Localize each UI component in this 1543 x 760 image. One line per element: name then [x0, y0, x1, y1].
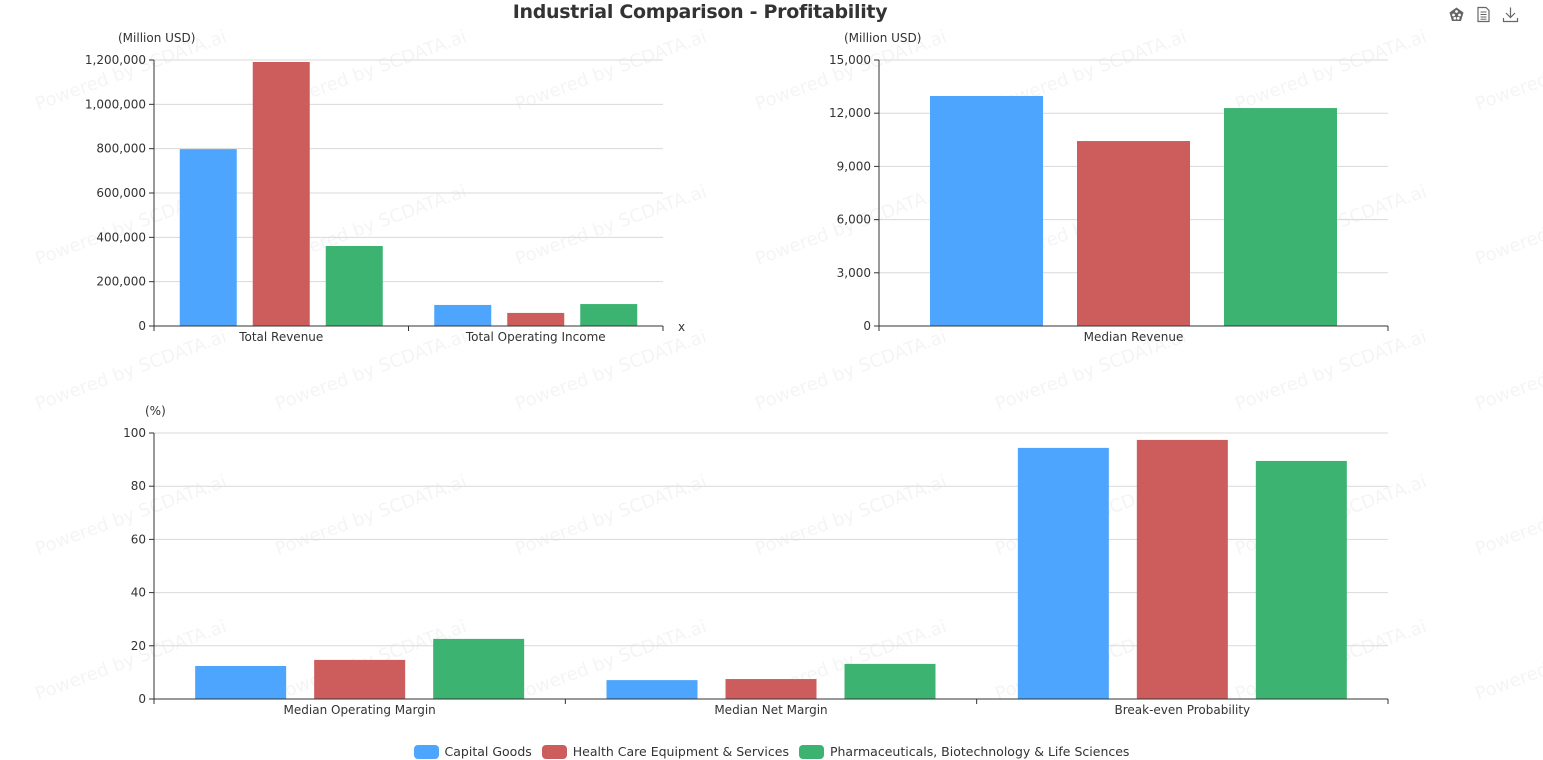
chart-3: 0 20 40 60 80 100 (%) Median Operating Margin Me…: [123, 404, 1389, 717]
x-tick-label: Median Net Margin: [714, 703, 827, 717]
bar: [1136, 439, 1228, 699]
bar: [1224, 108, 1337, 326]
y-tick-label: 3,000: [837, 266, 871, 280]
legend-label: Capital Goods: [444, 744, 532, 759]
y-tick-label: 40: [131, 586, 146, 600]
legend-swatch-icon: [798, 744, 824, 759]
bar: [606, 680, 698, 699]
y-axis-unit-label: (%): [145, 404, 166, 418]
legend-label: Health Care Equipment & Services: [572, 744, 789, 759]
legend-item-health-care[interactable]: Health Care Equipment & Services: [541, 744, 789, 759]
bar: [580, 304, 638, 326]
bar: [1255, 460, 1347, 699]
y-tick-label: 200,000: [96, 275, 146, 289]
bar: [507, 312, 565, 326]
bar: [725, 679, 817, 699]
x-tick-label: Total Operating Income: [465, 330, 606, 344]
x-tick-label: Break-even Probability: [1115, 703, 1251, 717]
y-tick-label: 20: [131, 639, 146, 653]
legend: Capital Goods Health Care Equipment & Se…: [0, 744, 1543, 759]
bar: [252, 61, 310, 327]
bar: [930, 95, 1043, 327]
download-icon[interactable]: [1502, 6, 1519, 23]
y-tick-label: 0: [138, 692, 146, 706]
y-tick-label: 100: [123, 426, 146, 440]
data-view-icon[interactable]: [1448, 6, 1465, 23]
chart-1: 0 200,000 400,000 600,000 800,000 1,000,000 1,…: [85, 31, 685, 344]
legend-swatch-icon: [413, 744, 439, 759]
x-tick-label: Median Operating Margin: [284, 703, 436, 717]
x-tick-label: Median Revenue: [1084, 330, 1184, 344]
toolbox: [1448, 6, 1519, 23]
legend-swatch-icon: [541, 744, 567, 759]
x-axis-name: x: [678, 320, 685, 334]
bar: [1077, 141, 1190, 326]
y-tick-label: 12,000: [829, 106, 871, 120]
legend-label: Pharmaceuticals, Biotechnology & Life Sc…: [829, 744, 1130, 759]
document-icon[interactable]: [1475, 6, 1492, 23]
y-tick-label: 60: [131, 532, 146, 546]
bar: [434, 304, 492, 326]
bar: [1017, 447, 1109, 699]
legend-item-capital-goods[interactable]: Capital Goods: [413, 744, 532, 759]
y-tick-label: 1,200,000: [85, 53, 146, 67]
y-tick-label: 0: [138, 319, 146, 333]
y-tick-label: 400,000: [96, 230, 146, 244]
y-tick-label: 800,000: [96, 142, 146, 156]
chart-title: Industrial Comparison - Profitability: [512, 1, 888, 23]
bar: [844, 663, 936, 699]
bar: [314, 659, 406, 699]
y-tick-label: 0: [863, 319, 871, 333]
bar: [433, 638, 525, 699]
bar: [195, 666, 287, 699]
chart-2: 0 3,000 6,000 9,000 12,000 15,000 (Million USD…: [829, 31, 1389, 344]
y-tick-label: 600,000: [96, 186, 146, 200]
bar: [325, 245, 383, 326]
y-tick-label: 9,000: [837, 159, 871, 173]
y-axis-unit-label: (Million USD): [844, 31, 921, 45]
y-tick-label: 15,000: [829, 53, 871, 67]
y-tick-label: 6,000: [837, 213, 871, 227]
y-tick-label: 80: [131, 479, 146, 493]
y-axis-unit-label: (Million USD): [118, 31, 195, 45]
y-tick-label: 1,000,000: [85, 97, 146, 111]
bar: [179, 149, 237, 326]
x-tick-label: Total Revenue: [238, 330, 323, 344]
legend-item-pharmaceuticals[interactable]: Pharmaceuticals, Biotechnology & Life Sc…: [798, 744, 1130, 759]
